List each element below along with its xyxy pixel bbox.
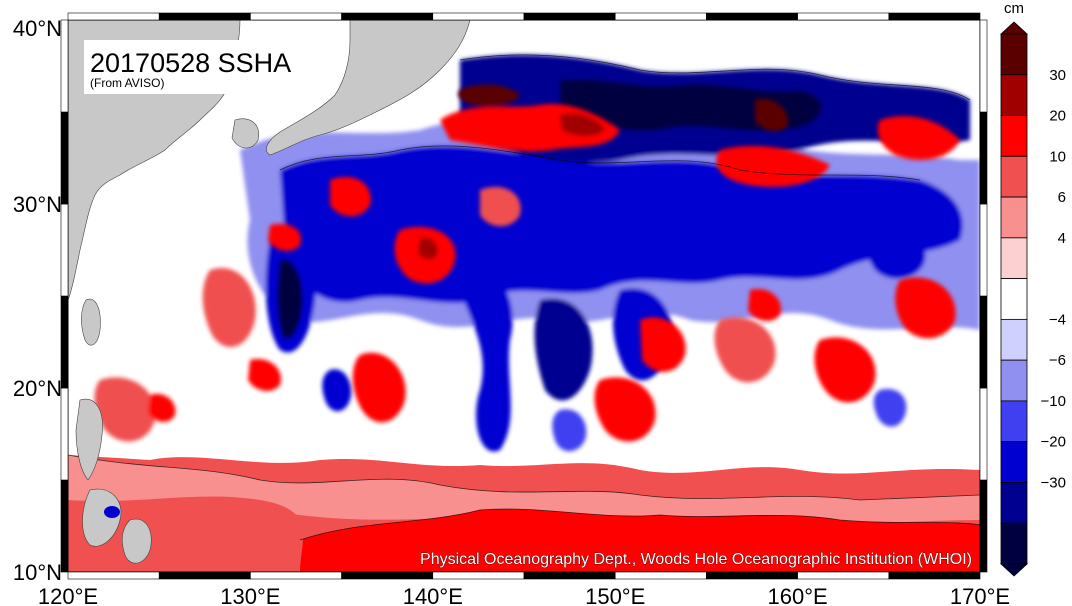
- frame-check-right: [979, 295, 988, 389]
- frame-check-top: [341, 12, 434, 21]
- frame-check-right: [979, 19, 988, 113]
- colorbar-swatch: [1000, 278, 1028, 320]
- ssha-field: [68, 20, 980, 572]
- frame-check-top: [158, 12, 251, 21]
- contour-lines: [68, 54, 980, 541]
- y-tick-label: 40°N: [13, 16, 62, 41]
- colorbar-swatch: [1000, 522, 1028, 565]
- colorbar-label: −20: [1041, 434, 1066, 451]
- ssha-deep-red-south: [300, 508, 980, 572]
- colorbar-label: 4: [1058, 230, 1066, 247]
- frame-check-bottom: [797, 571, 890, 580]
- frame-check-right: [979, 203, 988, 297]
- colorbar-label: −10: [1041, 393, 1066, 410]
- frame-check-bottom: [158, 571, 251, 580]
- frame-check-left: [60, 19, 69, 113]
- land-taiwan: [81, 298, 101, 346]
- colorbar-swatch: [1000, 196, 1028, 239]
- x-tick-label: 130°E: [220, 584, 280, 606]
- colorbar-labels: 30 20 10 6 4 −4 −6 −10 −20 −30: [1041, 67, 1066, 492]
- frame-check-top: [706, 12, 798, 21]
- frame-check-left: [60, 111, 69, 205]
- colorbar-swatch: [1000, 441, 1028, 483]
- land-mindanao: [121, 518, 152, 564]
- frame-checker-border: [60, 12, 988, 580]
- philippine-anomaly-spot: [104, 506, 120, 518]
- map-subtitle: (From AVISO): [90, 76, 164, 90]
- frame-check-right: [979, 387, 988, 481]
- colorbar-label: −6: [1049, 352, 1066, 369]
- y-tick-label: 20°N: [13, 376, 62, 401]
- frame-check-right: [979, 111, 988, 205]
- x-tick-label: 150°E: [585, 584, 645, 606]
- colorbar-label: 20: [1049, 108, 1066, 125]
- colorbar: cm 30 20 10 6 4 −4 −6 −10 −20 −30: [999, 0, 1066, 577]
- colorbar-label: 6: [1058, 189, 1066, 206]
- land-philippines-north: [75, 398, 103, 481]
- frame-check-bottom: [67, 571, 160, 580]
- colorbar-unit: cm: [1004, 0, 1024, 17]
- credit-text: Physical Oceanography Dept., Woods Hole …: [420, 551, 972, 568]
- colorbar-label: 30: [1049, 67, 1066, 84]
- colorbar-swatches: [999, 21, 1029, 577]
- land-philippines-south: [82, 488, 122, 547]
- title-box: [84, 40, 326, 94]
- frame-check-left: [60, 295, 69, 389]
- colorbar-label: −30: [1041, 474, 1066, 491]
- ssha-pink-band: [68, 455, 980, 525]
- colorbar-bottom-arrow: [999, 563, 1029, 577]
- frame-check-bottom: [432, 571, 525, 580]
- frame-check-top: [523, 12, 616, 21]
- land-japan: [266, 20, 471, 156]
- x-axis-tick-labels: 120°E 130°E 140°E 150°E 160°E 170°E: [38, 584, 1010, 606]
- colorbar-swatch: [1000, 115, 1028, 157]
- frame-check-left: [60, 203, 69, 297]
- y-tick-label: 10°N: [13, 560, 62, 585]
- x-tick-label: 140°E: [403, 584, 463, 606]
- frame-check-bottom: [706, 571, 798, 580]
- frame-check-bottom: [888, 571, 981, 580]
- frame-check-bottom: [341, 571, 434, 580]
- colorbar-swatch: [1000, 482, 1028, 524]
- x-tick-label: 120°E: [38, 584, 98, 606]
- frame-check-top: [250, 12, 342, 21]
- colorbar-swatch: [1000, 237, 1028, 280]
- frame-check-bottom: [250, 571, 342, 580]
- frame-check-top: [888, 12, 981, 21]
- frame-check-left: [60, 479, 69, 573]
- positive-anomaly-blobs: [94, 84, 960, 442]
- colorbar-label: 10: [1049, 148, 1066, 165]
- colorbar-swatch: [1000, 33, 1028, 76]
- frame-check-top: [432, 12, 525, 21]
- colorbar-swatch: [1000, 155, 1028, 198]
- colorbar-swatch: [1000, 359, 1028, 402]
- x-tick-label: 160°E: [768, 584, 828, 606]
- x-tick-label: 170°E: [950, 584, 1010, 606]
- y-axis-tick-labels: 40°N 30°N 20°N 10°N: [13, 16, 62, 585]
- map-title: 20170528 SSHA: [90, 48, 291, 78]
- frame-check-bottom: [523, 571, 616, 580]
- frame-check-bottom: [614, 571, 707, 580]
- frame-check-top: [797, 12, 890, 21]
- colorbar-swatch: [1000, 318, 1028, 361]
- frame-check-right: [979, 479, 988, 573]
- y-tick-label: 30°N: [13, 192, 62, 217]
- colorbar-top-arrow: [999, 21, 1029, 35]
- frame-check-top: [67, 12, 160, 21]
- colorbar-label: −4: [1049, 311, 1066, 328]
- land-kyushu: [231, 118, 260, 149]
- colorbar-swatch: [1000, 400, 1028, 443]
- frame-check-top: [614, 12, 707, 21]
- frame-check-left: [60, 387, 69, 481]
- colorbar-swatch: [1000, 74, 1028, 116]
